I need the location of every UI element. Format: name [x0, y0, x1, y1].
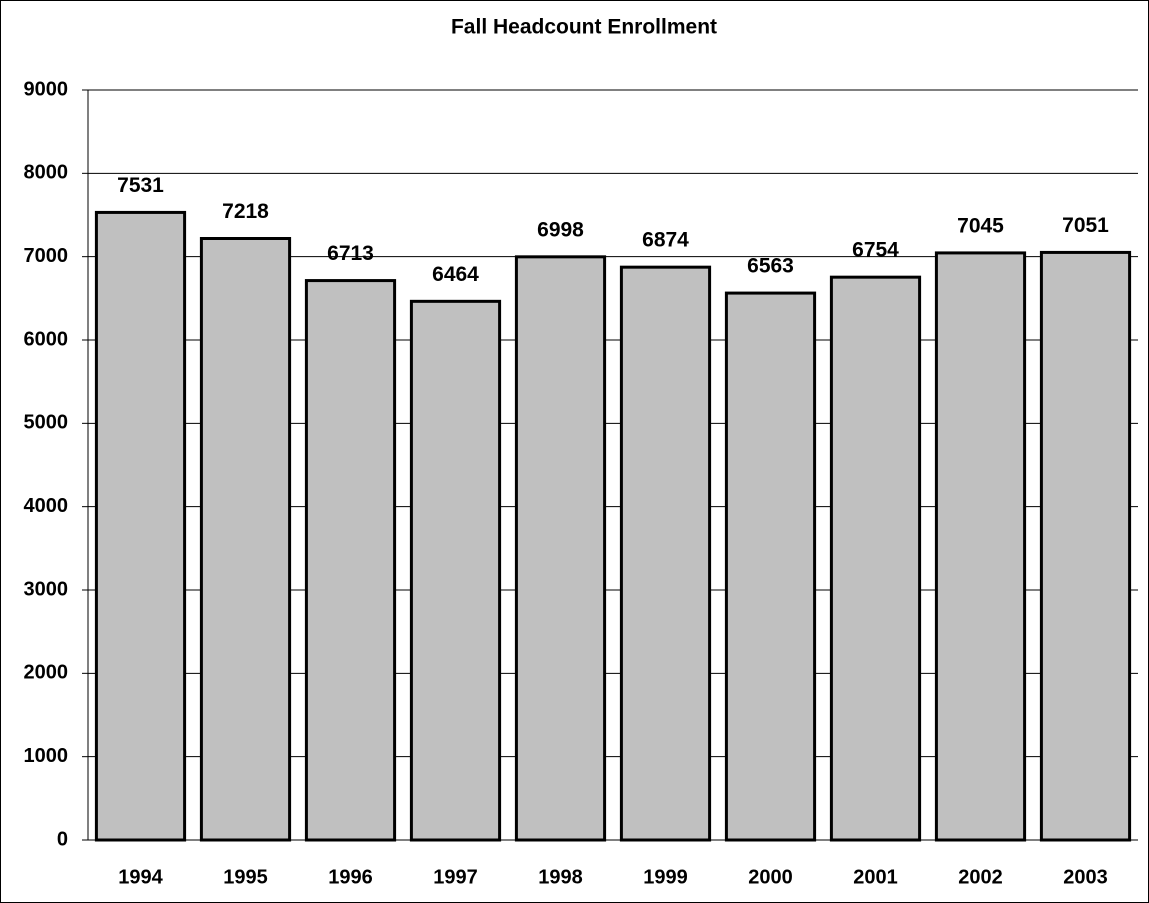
data-label: 7218	[222, 200, 269, 223]
data-label: 6998	[537, 218, 584, 241]
bar	[934, 251, 1027, 842]
y-tick-label: 4000	[24, 495, 69, 517]
y-tick-label: 9000	[24, 78, 69, 100]
data-label: 6563	[747, 255, 794, 278]
y-tick-label: 7000	[24, 245, 69, 267]
y-tick-label: 5000	[24, 412, 69, 434]
data-label: 7531	[117, 174, 164, 197]
x-tick-label: 2001	[853, 866, 898, 888]
y-tick-label: 3000	[24, 578, 69, 600]
bar	[304, 279, 397, 842]
x-tick-label: 1998	[538, 866, 583, 888]
chart-title: Fall Headcount Enrollment	[451, 16, 717, 39]
data-label: 6713	[327, 242, 374, 265]
bar	[514, 255, 607, 842]
data-label: 6754	[852, 239, 899, 262]
y-tick-label: 6000	[24, 328, 69, 350]
bar	[1039, 250, 1132, 842]
bar	[724, 291, 817, 842]
x-tick-label: 1997	[433, 866, 478, 888]
bar	[619, 265, 712, 842]
x-tick-label: 1995	[223, 866, 268, 888]
x-tick-label: 1999	[643, 866, 688, 888]
y-tick-label: 0	[57, 828, 68, 850]
bar	[94, 210, 187, 842]
y-tick-label: 8000	[24, 162, 69, 184]
bar	[199, 237, 292, 842]
data-label: 7051	[1062, 214, 1109, 237]
y-tick-label: 1000	[24, 745, 69, 767]
bar	[409, 299, 502, 842]
x-tick-label: 2000	[748, 866, 793, 888]
x-tick-label: 1996	[328, 866, 373, 888]
data-label: 6874	[642, 229, 689, 252]
x-tick-label: 2003	[1063, 866, 1108, 888]
data-label: 6464	[432, 263, 479, 286]
bar	[829, 275, 922, 842]
data-label: 7045	[957, 214, 1004, 237]
x-tick-label: 1994	[118, 866, 163, 888]
y-tick-label: 2000	[24, 662, 69, 684]
x-tick-label: 2002	[958, 866, 1003, 888]
